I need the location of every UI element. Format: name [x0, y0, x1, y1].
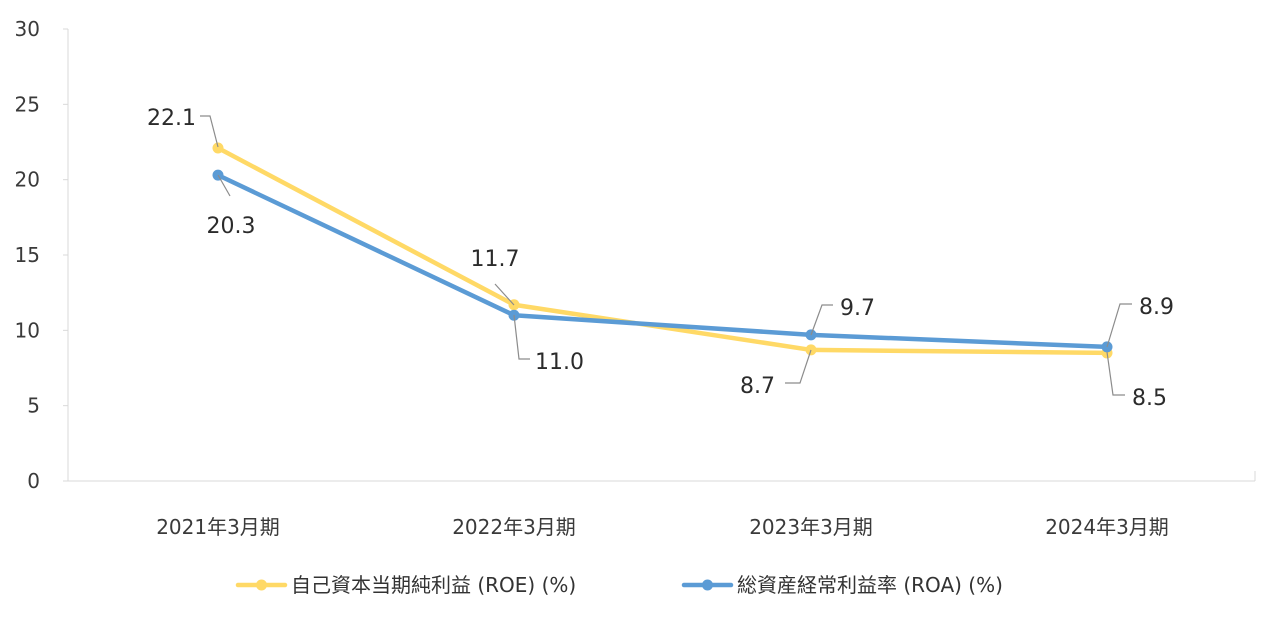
label-leader-line: [217, 174, 231, 197]
series-line-roe: [215, 145, 1110, 356]
y-tick-label: 0: [27, 469, 40, 493]
legend-item-roa: 総資産経常利益率 (ROA) (%): [681, 573, 1003, 597]
y-tick-label: 20: [15, 168, 40, 192]
series-group: [212, 142, 1113, 359]
y-tick-label: 30: [15, 17, 40, 41]
legend: 自己資本当期純利益 (ROE) (%) 総資産経常利益率 (ROA) (%): [235, 573, 1003, 597]
x-tick-label: 2022年3月期: [452, 515, 576, 539]
data-label-roe: 11.7: [471, 247, 520, 272]
data-label-roe: 8.5: [1132, 386, 1167, 411]
legend-label: 総資産経常利益率 (ROA) (%): [737, 573, 1003, 597]
data-label-roa: 11.0: [535, 350, 584, 375]
label-leader-line: [494, 283, 515, 306]
data-label-roe: 22.1: [147, 106, 196, 131]
data-point-roe: [212, 142, 224, 154]
x-tick-label: 2021年3月期: [156, 515, 280, 539]
data-labels: 22.1 11.7 8.7 8.5 20.3 11.0 9.7 8.9: [147, 106, 1174, 411]
legend-item-roe: 自己資本当期純利益 (ROE) (%): [235, 573, 576, 597]
legend-swatch-marker: [702, 579, 713, 591]
series-line-roa: [215, 172, 1110, 350]
label-leader-line: [1106, 303, 1132, 348]
label-leader-line: [513, 314, 530, 360]
label-leader-line: [785, 349, 812, 384]
label-leader-line: [1106, 351, 1125, 396]
axes: 0 5 10 15 20 25 30 2021年3月期 2022年3月期 2023年3月期 2024…: [15, 17, 1256, 539]
data-label-roa: 9.7: [840, 296, 875, 321]
x-tick-label: 2024年3月期: [1045, 515, 1169, 539]
label-leader-line: [810, 304, 833, 336]
y-tick-label: 25: [15, 92, 40, 116]
data-label-roe: 8.7: [740, 374, 775, 399]
y-tick-label: 10: [15, 318, 40, 342]
data-label-roa: 8.9: [1139, 295, 1174, 320]
label-leader-line: [200, 115, 219, 148]
x-tick-label: 2023年3月期: [749, 515, 873, 539]
y-tick-label: 15: [15, 243, 40, 267]
data-label-roa: 20.3: [207, 214, 256, 239]
legend-label: 自己資本当期純利益 (ROE) (%): [291, 573, 576, 597]
legend-swatch-marker: [256, 579, 267, 591]
data-point-roe: [805, 344, 817, 356]
y-tick-label: 5: [27, 394, 40, 418]
